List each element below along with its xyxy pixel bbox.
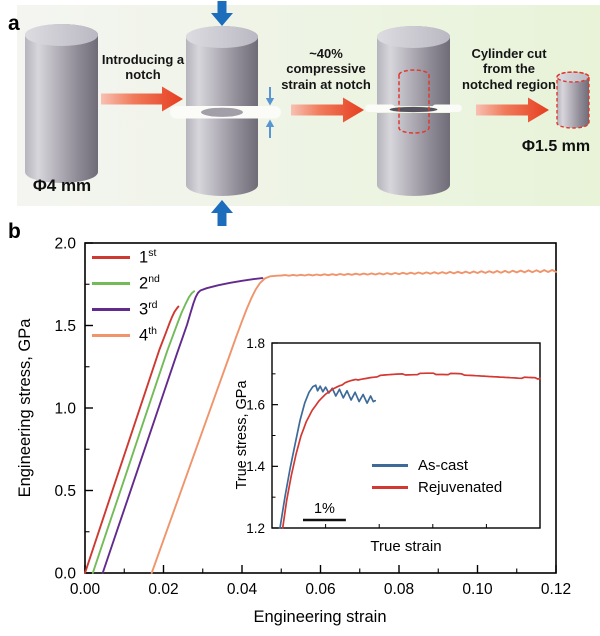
panel-a-schematic: a Introducing a notch ~40% compressive s… bbox=[0, 0, 600, 232]
svg-text:0.06: 0.06 bbox=[305, 581, 335, 598]
diameter-label-4mm: Φ4 mm bbox=[32, 176, 92, 195]
svg-text:1%: 1% bbox=[314, 501, 335, 517]
svg-text:0.10: 0.10 bbox=[462, 581, 493, 598]
legend-line-1st bbox=[92, 255, 130, 259]
process-arrow-2-icon bbox=[291, 97, 364, 123]
svg-text:0.00: 0.00 bbox=[70, 581, 101, 598]
step3-text: Cylinder cut from the notched region bbox=[462, 46, 556, 92]
compression-arrow-top-icon bbox=[211, 1, 233, 26]
legend-line-2nd bbox=[92, 281, 130, 285]
svg-text:0.08: 0.08 bbox=[384, 581, 414, 598]
svg-text:0.04: 0.04 bbox=[227, 581, 258, 598]
svg-text:0.5: 0.5 bbox=[54, 483, 76, 500]
panel-b-label: b bbox=[8, 220, 21, 243]
legend-item-1st: 1st bbox=[92, 244, 160, 270]
legend-item-2nd: 2nd bbox=[92, 270, 160, 296]
inset-y-axis-title: True stress, GPa bbox=[234, 380, 250, 490]
cylinder-notched bbox=[170, 26, 281, 196]
process-arrow-3-icon bbox=[476, 97, 549, 123]
diameter-label-1-5mm: Φ1.5 mm bbox=[521, 138, 591, 155]
legend-item-rejuvenated: Rejuvenated bbox=[372, 476, 502, 498]
panel-a-drawing bbox=[25, 1, 590, 226]
notch-lens bbox=[201, 107, 243, 117]
legend-line-rejuvenated bbox=[372, 485, 408, 489]
svg-text:1.4: 1.4 bbox=[246, 459, 265, 474]
inset-x-axis-title: True strain bbox=[370, 538, 441, 555]
legend-item-3rd: 3rd bbox=[92, 296, 160, 322]
svg-text:2.0: 2.0 bbox=[54, 236, 76, 253]
cylinder-cut-sample bbox=[556, 71, 590, 129]
svg-text:0.02: 0.02 bbox=[148, 581, 178, 598]
panel-b-chart: 0.00 0.02 0.04 0.06 0.08 0.10 0.12 0.0 0.5 1.0 1.5… bbox=[0, 218, 600, 636]
legend-line-4th bbox=[92, 333, 130, 337]
legend-item-4th: 4th bbox=[92, 322, 160, 348]
sampling-region-outline bbox=[398, 69, 430, 134]
svg-text:0.12: 0.12 bbox=[541, 581, 571, 598]
compression-arrow-bottom-icon bbox=[211, 200, 233, 226]
svg-text:1.5: 1.5 bbox=[54, 318, 76, 335]
stress-strain-plot: 0.00 0.02 0.04 0.06 0.08 0.10 0.12 0.0 0.5 1.0 1.5… bbox=[16, 236, 571, 627]
step1-text: Introducing a notch bbox=[101, 52, 185, 83]
cylinder-initial bbox=[25, 24, 98, 183]
legend-line-as-cast bbox=[372, 463, 408, 467]
svg-text:1.6: 1.6 bbox=[246, 397, 265, 412]
process-arrow-1-icon bbox=[101, 86, 183, 112]
y-axis-title: Engineering stress, GPa bbox=[16, 318, 34, 498]
legend-main: 1st 2nd 3rd 4th bbox=[92, 244, 160, 348]
cylinder-compressed bbox=[365, 26, 462, 196]
legend-inset: As-cast Rejuvenated bbox=[372, 454, 502, 498]
notch-gap-arrows-icon bbox=[265, 87, 275, 138]
inset-plot: 1.2 1.4 1.6 1.8 1% bbox=[246, 336, 541, 536]
svg-text:1.2: 1.2 bbox=[246, 521, 265, 536]
panel-a-label: a bbox=[8, 12, 20, 35]
legend-item-as-cast: As-cast bbox=[372, 454, 502, 476]
step2-text: ~40% compressive strain at notch bbox=[281, 46, 371, 92]
closed-notch-line bbox=[389, 106, 438, 113]
legend-line-3rd bbox=[92, 307, 130, 311]
svg-text:1.8: 1.8 bbox=[246, 336, 265, 351]
svg-text:0.0: 0.0 bbox=[54, 566, 76, 583]
x-axis-title: Engineering strain bbox=[254, 608, 387, 626]
svg-text:1.0: 1.0 bbox=[54, 401, 76, 418]
